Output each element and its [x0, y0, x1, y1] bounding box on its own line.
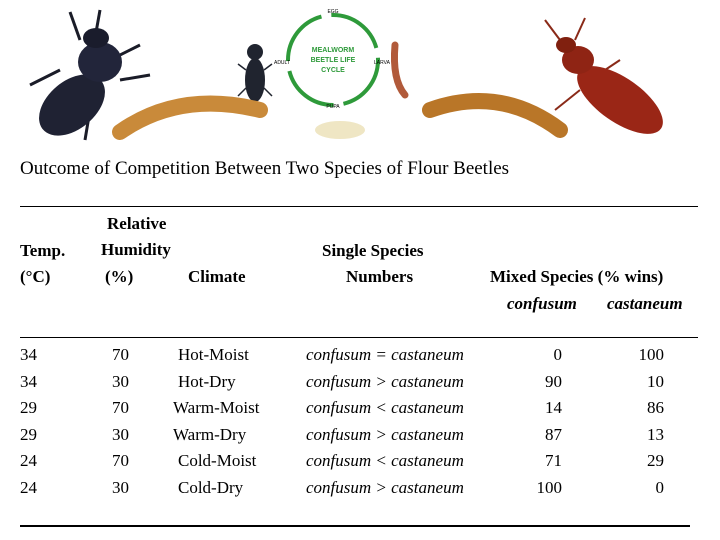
single-species-cell: confusum > castaneum — [306, 371, 464, 391]
single-species-cell: confusum > castaneum — [306, 477, 464, 497]
table-row: 29 70 Warm-Moist confusum < castaneum 14… — [0, 398, 720, 424]
larva-right-image — [422, 93, 568, 138]
climate-cell: Cold-Dry — [178, 477, 244, 497]
stage-larva-label: LARVA — [374, 60, 391, 66]
climate-cell: Hot-Moist — [178, 345, 249, 364]
cycle-title-line2: BEETLE LIFE — [311, 57, 356, 64]
single-species-cell: confusum < castaneum — [306, 451, 464, 470]
single-species-header-line1: Single Species — [322, 241, 424, 260]
confusum-cell: 87 — [545, 424, 562, 444]
temp-cell: 34 — [20, 345, 37, 364]
table-title: Outcome of Competition Between Two Speci… — [20, 158, 510, 179]
mixed-species-header: Mixed Species (% wins) — [490, 267, 664, 286]
red-beetle-image — [544, 17, 663, 134]
rh-cell: 70 — [112, 398, 129, 417]
rh-header-line1: Relative — [107, 214, 167, 233]
larva-curl-image — [391, 41, 409, 99]
cycle-title-line3: CYCLE — [321, 67, 345, 74]
temp-cell: 24 — [20, 477, 37, 497]
header-rule — [20, 337, 698, 338]
confusum-cell: 71 — [545, 451, 562, 470]
mixed-sub-castaneum: castaneum — [607, 294, 683, 313]
temp-cell: 29 — [20, 398, 37, 417]
bottom-rule — [20, 525, 690, 527]
banner-illustration: EGG LARVA PUPA ADULT MEALWORM BEETLE LIF… — [29, 9, 663, 141]
climate-cell: Hot-Dry — [178, 371, 236, 391]
climate-cell: Warm-Dry — [173, 424, 247, 444]
castaneum-cell: 10 — [647, 371, 664, 391]
rh-cell: 30 — [112, 424, 129, 444]
mixed-sub-confusum: confusum — [507, 294, 577, 313]
castaneum-cell: 86 — [647, 398, 664, 417]
table-row: 24 30 Cold-Dry confusum > castaneum 100 … — [0, 478, 720, 504]
table-row: 34 70 Hot-Moist confusum = castaneum 0 1… — [0, 345, 720, 371]
single-species-cell: confusum = castaneum — [306, 345, 464, 364]
temp-header-line1: Temp. — [20, 241, 66, 260]
temp-cell: 34 — [20, 371, 37, 391]
temp-header-line2: (°C) — [20, 267, 51, 286]
temp-cell: 29 — [20, 424, 37, 444]
confusum-cell: 100 — [536, 477, 563, 497]
larva-left-image — [112, 95, 268, 140]
castaneum-cell: 100 — [638, 345, 665, 364]
rh-header-line2: Humidity — [101, 240, 171, 259]
castaneum-cell: 29 — [647, 451, 664, 470]
single-species-cell: confusum > castaneum — [306, 424, 464, 444]
castaneum-cell: 13 — [647, 424, 664, 444]
top-rule — [20, 206, 698, 207]
single-species-header-line2: Numbers — [346, 267, 414, 286]
cycle-title-line1: MEALWORM — [312, 47, 355, 54]
table-row: 34 30 Hot-Dry confusum > castaneum 90 10 — [0, 372, 720, 398]
stage-adult-label: ADULT — [274, 60, 290, 66]
climate-header: Climate — [188, 267, 246, 286]
life-cycle-diagram: EGG LARVA PUPA ADULT MEALWORM BEETLE LIF… — [274, 9, 391, 110]
rh-cell: 30 — [112, 477, 129, 497]
table-row: 24 70 Cold-Moist confusum < castaneum 71… — [0, 451, 720, 477]
castaneum-cell: 0 — [655, 477, 665, 497]
confusum-cell: 14 — [545, 398, 562, 417]
confusum-cell: 90 — [545, 371, 562, 391]
confusum-cell: 0 — [553, 345, 563, 364]
rh-cell: 70 — [112, 451, 129, 470]
pupa-image — [315, 121, 365, 139]
table-row: 29 30 Warm-Dry confusum > castaneum 87 1… — [0, 425, 720, 451]
stage-pupa-label: PUPA — [326, 104, 340, 110]
climate-cell: Cold-Moist — [178, 451, 257, 470]
rh-cell: 70 — [112, 345, 129, 364]
rh-header-line3: (%) — [105, 267, 134, 286]
adult-beetle-image — [237, 44, 273, 102]
temp-cell: 24 — [20, 451, 37, 470]
single-species-cell: confusum < castaneum — [306, 398, 464, 417]
climate-cell: Warm-Moist — [173, 398, 260, 417]
stage-egg-label: EGG — [327, 9, 338, 15]
rh-cell: 30 — [112, 371, 129, 391]
dark-beetle-image — [29, 9, 151, 141]
